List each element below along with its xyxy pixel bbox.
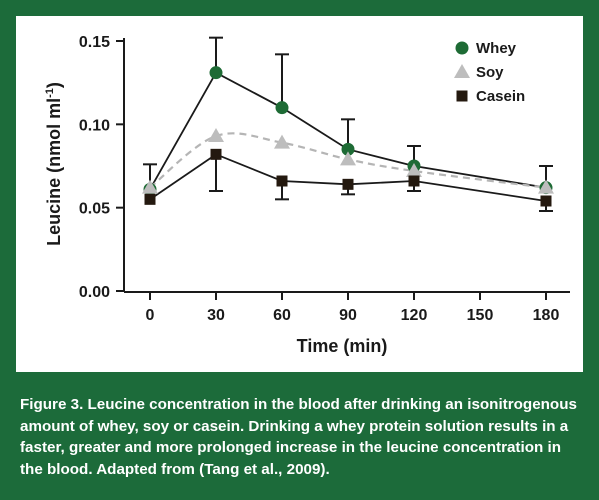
casein-data-point bbox=[144, 193, 156, 205]
casein-data-point bbox=[276, 175, 288, 187]
chart-panel: 0.00 0.05 0.10 0.15 0 30 60 90 120 150 180 Leucin… bbox=[16, 16, 583, 372]
x-axis-title: Time (min) bbox=[297, 336, 388, 356]
series-lines bbox=[149, 71, 547, 202]
casein-series-line bbox=[149, 153, 547, 202]
x-tick-label: 150 bbox=[467, 307, 494, 324]
soy-series-line bbox=[149, 132, 547, 189]
y-tick-label: 0.10 bbox=[79, 117, 110, 134]
soy-data-point bbox=[142, 179, 158, 194]
chart: 0.00 0.05 0.10 0.15 0 30 60 90 120 150 180 Leucin… bbox=[44, 34, 570, 356]
y-axis-title-superscript: -1 bbox=[44, 88, 56, 98]
x-tick-label: 60 bbox=[273, 307, 291, 324]
y-axis-title-main: Leucine (nmol ml bbox=[44, 98, 64, 246]
x-tick-label: 30 bbox=[207, 307, 225, 324]
casein-data-point bbox=[210, 148, 222, 160]
legend-whey-marker bbox=[455, 41, 469, 55]
soy-data-point bbox=[406, 163, 422, 177]
legend-item-casein: Casein bbox=[456, 88, 525, 105]
soy-data-point bbox=[208, 128, 224, 142]
casein-data-point bbox=[408, 175, 420, 187]
whey-series-line bbox=[149, 71, 547, 190]
y-tick-label: 0.00 bbox=[79, 284, 110, 301]
y-axis-title-suffix: ) bbox=[44, 82, 64, 88]
legend: Whey Soy Casein bbox=[454, 40, 525, 105]
legend-item-whey: Whey bbox=[455, 40, 517, 57]
whey-data-point bbox=[209, 66, 223, 80]
x-tick-label: 90 bbox=[339, 307, 357, 324]
whey-data-point bbox=[275, 101, 289, 115]
x-tick-labels: 0 30 60 90 120 150 180 bbox=[146, 307, 560, 324]
y-tick-labels: 0.00 0.05 0.10 0.15 bbox=[79, 34, 110, 301]
chart-axes bbox=[116, 38, 570, 300]
whey-data-point bbox=[341, 142, 355, 156]
soy-data-point bbox=[340, 151, 356, 166]
y-tick-label: 0.05 bbox=[79, 201, 110, 218]
legend-soy-label: Soy bbox=[476, 64, 504, 81]
legend-casein-marker bbox=[456, 90, 468, 102]
error-bars bbox=[143, 36, 553, 212]
x-tick-label: 180 bbox=[533, 307, 560, 324]
series-markers bbox=[142, 66, 554, 207]
legend-item-soy: Soy bbox=[454, 64, 504, 81]
y-axis-title: Leucine (nmol ml-1) bbox=[44, 82, 64, 246]
casein-data-point bbox=[342, 178, 354, 190]
casein-data-point bbox=[540, 195, 552, 207]
legend-casein-label: Casein bbox=[476, 88, 525, 105]
x-tick-label: 120 bbox=[401, 307, 428, 324]
y-tick-label: 0.15 bbox=[79, 34, 110, 51]
legend-whey-label: Whey bbox=[476, 40, 517, 57]
soy-data-point bbox=[538, 179, 554, 194]
soy-data-point bbox=[274, 134, 290, 149]
figure-caption: Figure 3. Leucine concentration in the b… bbox=[20, 396, 577, 478]
x-tick-label: 0 bbox=[146, 307, 155, 324]
legend-soy-marker bbox=[454, 64, 470, 78]
